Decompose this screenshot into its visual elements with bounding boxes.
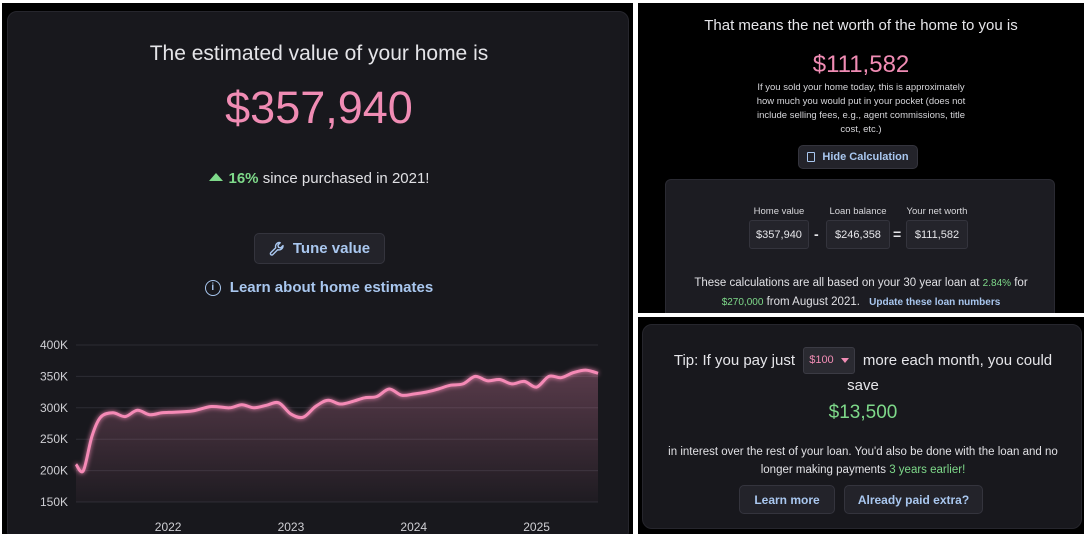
tune-value-button[interactable]: Tune value (254, 233, 385, 264)
estimate-title: The estimated value of your home is (149, 42, 489, 65)
loan-balance-label: Loan balance (829, 206, 887, 217)
years-earlier: 3 years earlier! (889, 464, 966, 476)
tip-prefix: Tip: If you pay just (673, 352, 796, 369)
net-worth-panel: That means the net worth of the home to … (638, 3, 1084, 313)
y-axis-ticks: 400K 350K 300K 250K 200K 150K (40, 338, 68, 509)
home-estimate-card: The estimated value of your home is $357… (7, 11, 629, 534)
net-worth-label: Your net worth (906, 206, 968, 217)
value-area (76, 370, 598, 502)
wrench-icon (269, 241, 284, 256)
info-icon: i (204, 279, 221, 296)
change-text: since purchased in 2021! (258, 170, 430, 187)
hide-calculation-label: Hide Calculation (822, 151, 909, 163)
up-arrow-icon (208, 173, 223, 181)
net-worth-title: That means the net worth of the home to … (704, 17, 1018, 34)
net-worth-note-text: If you sold your home today, this is app… (756, 82, 966, 135)
y-tick-label: 200K (40, 464, 68, 478)
tip-panel: Tip: If you pay just $100 more each mont… (638, 317, 1084, 534)
loan-rate: 2.84% (982, 278, 1012, 289)
minus-sign: - (814, 226, 819, 242)
equals-sign: = (893, 226, 902, 242)
y-tick-label: 350K (40, 369, 68, 383)
change-percent: 16% (228, 170, 259, 187)
value-line (74, 368, 599, 474)
y-tick-label: 250K (40, 432, 68, 446)
tip-suffix: more each month, you could save (847, 352, 1053, 394)
extra-payment-select[interactable]: $100 (803, 347, 855, 374)
loan-amount: $270,000 (721, 297, 764, 308)
y-tick-label: 400K (40, 338, 68, 352)
learn-estimates-label: Learn about home estimates (229, 279, 434, 296)
calculation-basis: These calculations are all based on your… (638, 274, 1084, 312)
net-worth-box: $111,582 (906, 220, 968, 249)
home-value-label: Home value (753, 206, 805, 217)
estimate-value: $357,940 (225, 82, 413, 133)
tip-card: Tip: If you pay just $100 more each mont… (642, 324, 1082, 529)
x-tick-label: 2022 (155, 520, 182, 534)
x-tick-label: 2025 (523, 520, 550, 534)
basis-prefix: These calculations are all based on your… (694, 277, 983, 289)
x-tick-label: 2024 (400, 520, 427, 534)
net-worth-value: $111,582 (812, 51, 910, 78)
learn-estimates-link[interactable]: i Learn about home estimates (8, 279, 630, 296)
loan-balance-box: $246,358 (826, 220, 890, 249)
basis-from: from August 2021. (763, 296, 860, 308)
y-tick-label: 150K (40, 495, 68, 509)
tip-text: Tip: If you pay just $100 more each mont… (643, 347, 1083, 397)
caret-down-icon (840, 358, 849, 363)
x-axis-ticks: 2022 2023 2024 2025 (155, 520, 550, 534)
extra-payment-value: $100 (809, 354, 834, 366)
home-value-box: $357,940 (749, 220, 809, 249)
hide-calculation-button[interactable]: Hide Calculation (798, 145, 918, 169)
x-tick-label: 2023 (278, 520, 305, 534)
y-tick-label: 300K (40, 401, 68, 415)
calculation-card: Home value $357,940 - Loan balance $246,… (665, 179, 1055, 313)
update-loan-link[interactable]: Update these loan numbers (869, 297, 1001, 308)
basis-for: for (1011, 277, 1028, 289)
calculator-icon (807, 152, 816, 162)
tip-note: in interest over the rest of your loan. … (643, 443, 1083, 479)
estimate-change: 16% since purchased in 2021! (8, 170, 630, 187)
tune-value-label: Tune value (292, 240, 371, 257)
net-worth-note: If you sold your home today, this is app… (638, 81, 1084, 137)
tip-savings: $13,500 (828, 402, 898, 423)
tip-note-text: in interest over the rest of your loan. … (668, 446, 1058, 476)
learn-more-button[interactable]: Learn more (739, 485, 835, 514)
already-paid-button[interactable]: Already paid extra? (844, 485, 983, 514)
home-estimate-panel: The estimated value of your home is $357… (2, 3, 633, 534)
